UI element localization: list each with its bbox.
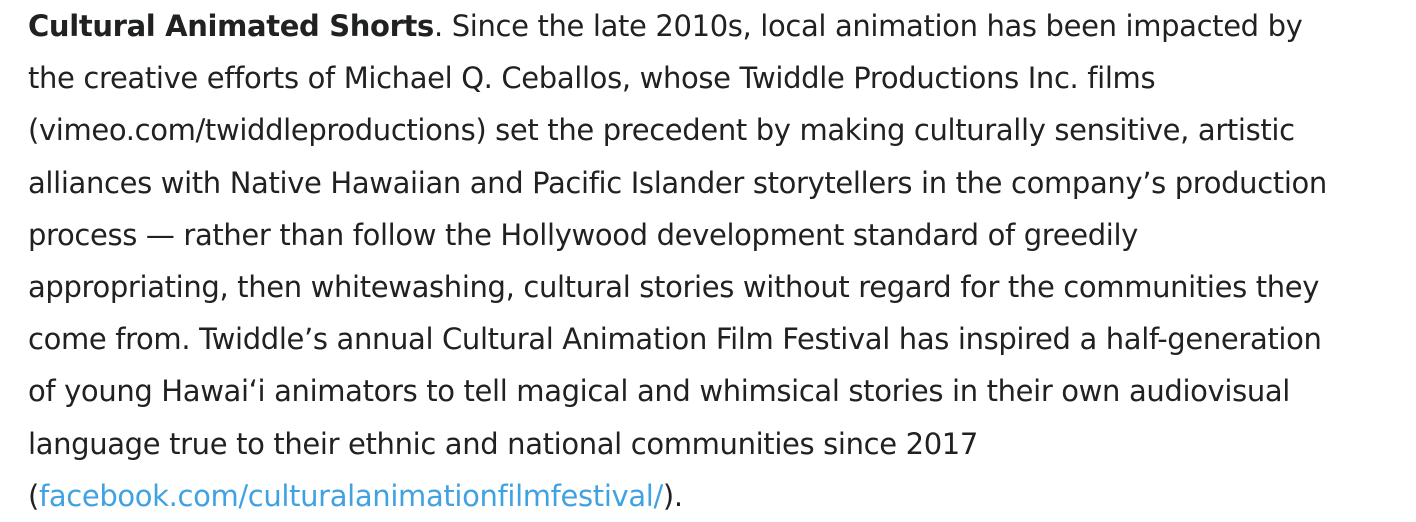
close-paren: ). bbox=[662, 478, 683, 513]
text-line: language true to their ethnic and nation… bbox=[28, 426, 979, 461]
section-title: Cultural Animated Shorts bbox=[28, 9, 434, 43]
facebook-link[interactable]: facebook.com/culturalanimationfilmfestiv… bbox=[38, 478, 663, 513]
text-line: (facebook.com/culturalanimationfilmfesti… bbox=[28, 470, 1408, 522]
text-line: of young Hawaiʻi animators to tell magic… bbox=[28, 374, 1290, 409]
text-line: the creative efforts of Michael Q. Cebal… bbox=[28, 61, 1156, 96]
text-line: appropriating, then whitewashing, cultur… bbox=[28, 270, 1320, 305]
text-line: (vimeo.com/twiddleproductions) set the p… bbox=[28, 113, 1295, 148]
text-line: come from. Twiddle’s annual Cultural Ani… bbox=[28, 322, 1322, 357]
paragraph: Cultural Animated Shorts. Since the late… bbox=[28, 0, 1408, 522]
text-line: alliances with Native Hawaiian and Pacif… bbox=[28, 165, 1327, 200]
text-line: Cultural Animated Shorts. Since the late… bbox=[28, 0, 1408, 52]
text-line: process — rather than follow the Hollywo… bbox=[28, 217, 1138, 252]
open-paren: ( bbox=[28, 478, 39, 513]
line-text: . Since the late 2010s, local animation … bbox=[433, 9, 1303, 43]
